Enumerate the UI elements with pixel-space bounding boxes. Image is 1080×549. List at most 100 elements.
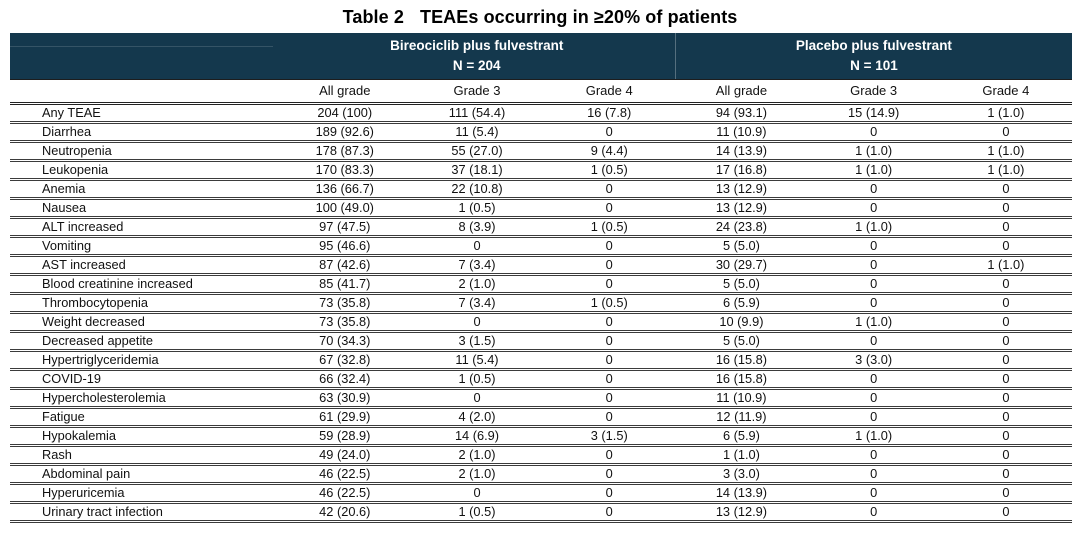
value-cell: 2 (1.0) bbox=[410, 464, 544, 485]
value-cell: 5 (5.0) bbox=[675, 236, 808, 257]
value-cell: 46 (22.5) bbox=[278, 464, 411, 485]
row-label: Abdominal pain bbox=[10, 464, 279, 485]
group-header-placebo: Placebo plus fulvestrant N = 101 bbox=[674, 33, 1072, 80]
value-cell: 17 (16.8) bbox=[675, 160, 808, 181]
table-row: Decreased appetite 70 (34.3) 3 (1.5) 0 5 (5.… bbox=[10, 331, 1072, 352]
table-row: Hypokalemia 59 (28.9) 14 (6.9) 3 (1.5) 6 (5.… bbox=[10, 426, 1072, 447]
row-label: Fatigue bbox=[10, 407, 279, 428]
value-cell: 0 bbox=[939, 331, 1072, 352]
value-cell: 13 (12.9) bbox=[675, 502, 808, 523]
value-cell: 13 (12.9) bbox=[675, 198, 808, 219]
row-label: ALT increased bbox=[10, 217, 279, 238]
column-header-row: All grade Grade 3 Grade 4 All grade Grad… bbox=[10, 79, 1072, 105]
value-cell: 0 bbox=[543, 388, 676, 409]
table-row: AST increased 87 (42.6) 7 (3.4) 0 30 (29.7) 0… bbox=[10, 255, 1072, 276]
group-n: N = 101 bbox=[850, 57, 898, 73]
value-cell: 0 bbox=[807, 179, 940, 200]
value-cell: 7 (3.4) bbox=[410, 293, 544, 314]
value-cell: 0 bbox=[543, 369, 676, 390]
value-cell: 1 (0.5) bbox=[410, 198, 544, 219]
value-cell: 0 bbox=[807, 198, 940, 219]
table-row: Urinary tract infection 42 (20.6) 1 (0.5) 0… bbox=[10, 502, 1072, 523]
value-cell: 0 bbox=[410, 236, 544, 257]
row-label: Weight decreased bbox=[10, 312, 279, 333]
table-row: Blood creatinine increased 85 (41.7) 2 (1.… bbox=[10, 274, 1072, 295]
value-cell: 3 (1.5) bbox=[410, 331, 544, 352]
value-cell: 0 bbox=[939, 312, 1072, 333]
value-cell: 0 bbox=[410, 483, 544, 504]
value-cell: 87 (42.6) bbox=[278, 255, 411, 276]
value-cell: 70 (34.3) bbox=[278, 331, 411, 352]
value-cell: 6 (5.9) bbox=[675, 426, 808, 447]
value-cell: 11 (10.9) bbox=[675, 122, 808, 143]
value-cell: 0 bbox=[807, 369, 940, 390]
col-header-all-grade-2: All grade bbox=[675, 79, 808, 105]
value-cell: 0 bbox=[939, 293, 1072, 314]
value-cell: 1 (1.0) bbox=[807, 217, 940, 238]
value-cell: 2 (1.0) bbox=[410, 445, 544, 466]
value-cell: 12 (11.9) bbox=[675, 407, 808, 428]
col-header-grade4-2: Grade 4 bbox=[939, 79, 1072, 105]
value-cell: 49 (24.0) bbox=[278, 445, 411, 466]
value-cell: 3 (1.5) bbox=[543, 426, 676, 447]
row-label: Hypertriglyceridemia bbox=[10, 350, 279, 371]
value-cell: 0 bbox=[410, 312, 544, 333]
value-cell: 1 (1.0) bbox=[807, 426, 940, 447]
value-cell: 73 (35.8) bbox=[278, 293, 411, 314]
value-cell: 0 bbox=[939, 445, 1072, 466]
value-cell: 0 bbox=[543, 236, 676, 257]
col-header-all-grade-1: All grade bbox=[278, 79, 411, 105]
value-cell: 0 bbox=[543, 483, 676, 504]
value-cell: 0 bbox=[939, 483, 1072, 504]
col-header-grade3-1: Grade 3 bbox=[410, 79, 544, 105]
group-label: Bireociclib plus fulvestrant bbox=[390, 37, 564, 53]
value-cell: 0 bbox=[410, 388, 544, 409]
value-cell: 204 (100) bbox=[278, 103, 411, 124]
value-cell: 0 bbox=[543, 502, 676, 523]
value-cell: 0 bbox=[543, 331, 676, 352]
value-cell: 42 (20.6) bbox=[278, 502, 411, 523]
value-cell: 22 (10.8) bbox=[410, 179, 544, 200]
group-n: N = 204 bbox=[452, 57, 501, 73]
value-cell: 0 bbox=[939, 369, 1072, 390]
value-cell: 111 (54.4) bbox=[410, 103, 544, 124]
value-cell: 0 bbox=[543, 274, 676, 295]
table-number: Table 2 bbox=[342, 7, 404, 27]
value-cell: 178 (87.3) bbox=[278, 141, 411, 162]
value-cell: 1 (1.0) bbox=[939, 141, 1072, 162]
empty-header-cell bbox=[10, 79, 279, 105]
value-cell: 1 (0.5) bbox=[410, 502, 544, 523]
table-row: Rash 49 (24.0) 2 (1.0) 0 1 (1.0) 0 0 bbox=[10, 445, 1072, 466]
value-cell: 136 (66.7) bbox=[278, 179, 411, 200]
value-cell: 9 (4.4) bbox=[543, 141, 676, 162]
value-cell: 0 bbox=[543, 312, 676, 333]
value-cell: 11 (10.9) bbox=[675, 388, 808, 409]
value-cell: 0 bbox=[939, 350, 1072, 371]
value-cell: 67 (32.8) bbox=[278, 350, 411, 371]
value-cell: 61 (29.9) bbox=[278, 407, 411, 428]
value-cell: 1 (0.5) bbox=[543, 160, 676, 181]
value-cell: 1 (0.5) bbox=[410, 369, 544, 390]
value-cell: 73 (35.8) bbox=[278, 312, 411, 333]
value-cell: 1 (1.0) bbox=[675, 445, 808, 466]
value-cell: 0 bbox=[807, 255, 940, 276]
value-cell: 0 bbox=[939, 464, 1072, 485]
row-label: Decreased appetite bbox=[10, 331, 279, 352]
table-row: Diarrhea 189 (92.6) 11 (5.4) 0 11 (10.9) 0 0 bbox=[10, 122, 1072, 143]
value-cell: 30 (29.7) bbox=[675, 255, 808, 276]
table-row: Abdominal pain 46 (22.5) 2 (1.0) 0 3 (3.0) 0 0 bbox=[10, 464, 1072, 485]
value-cell: 0 bbox=[543, 179, 676, 200]
row-label: Urinary tract infection bbox=[10, 502, 279, 523]
col-header-grade3-2: Grade 3 bbox=[807, 79, 940, 105]
value-cell: 1 (1.0) bbox=[807, 312, 940, 333]
value-cell: 55 (27.0) bbox=[410, 141, 544, 162]
value-cell: 0 bbox=[543, 198, 676, 219]
value-cell: 0 bbox=[939, 407, 1072, 428]
teae-table: Bireociclib plus fulvestrant N = 204 Pla… bbox=[10, 33, 1072, 523]
value-cell: 8 (3.9) bbox=[410, 217, 544, 238]
row-label: Hypokalemia bbox=[10, 426, 279, 447]
table-row: Hypertriglyceridemia 67 (32.8) 11 (5.4) 0 16… bbox=[10, 350, 1072, 371]
row-label: Diarrhea bbox=[10, 122, 279, 143]
row-label: Thrombocytopenia bbox=[10, 293, 279, 314]
